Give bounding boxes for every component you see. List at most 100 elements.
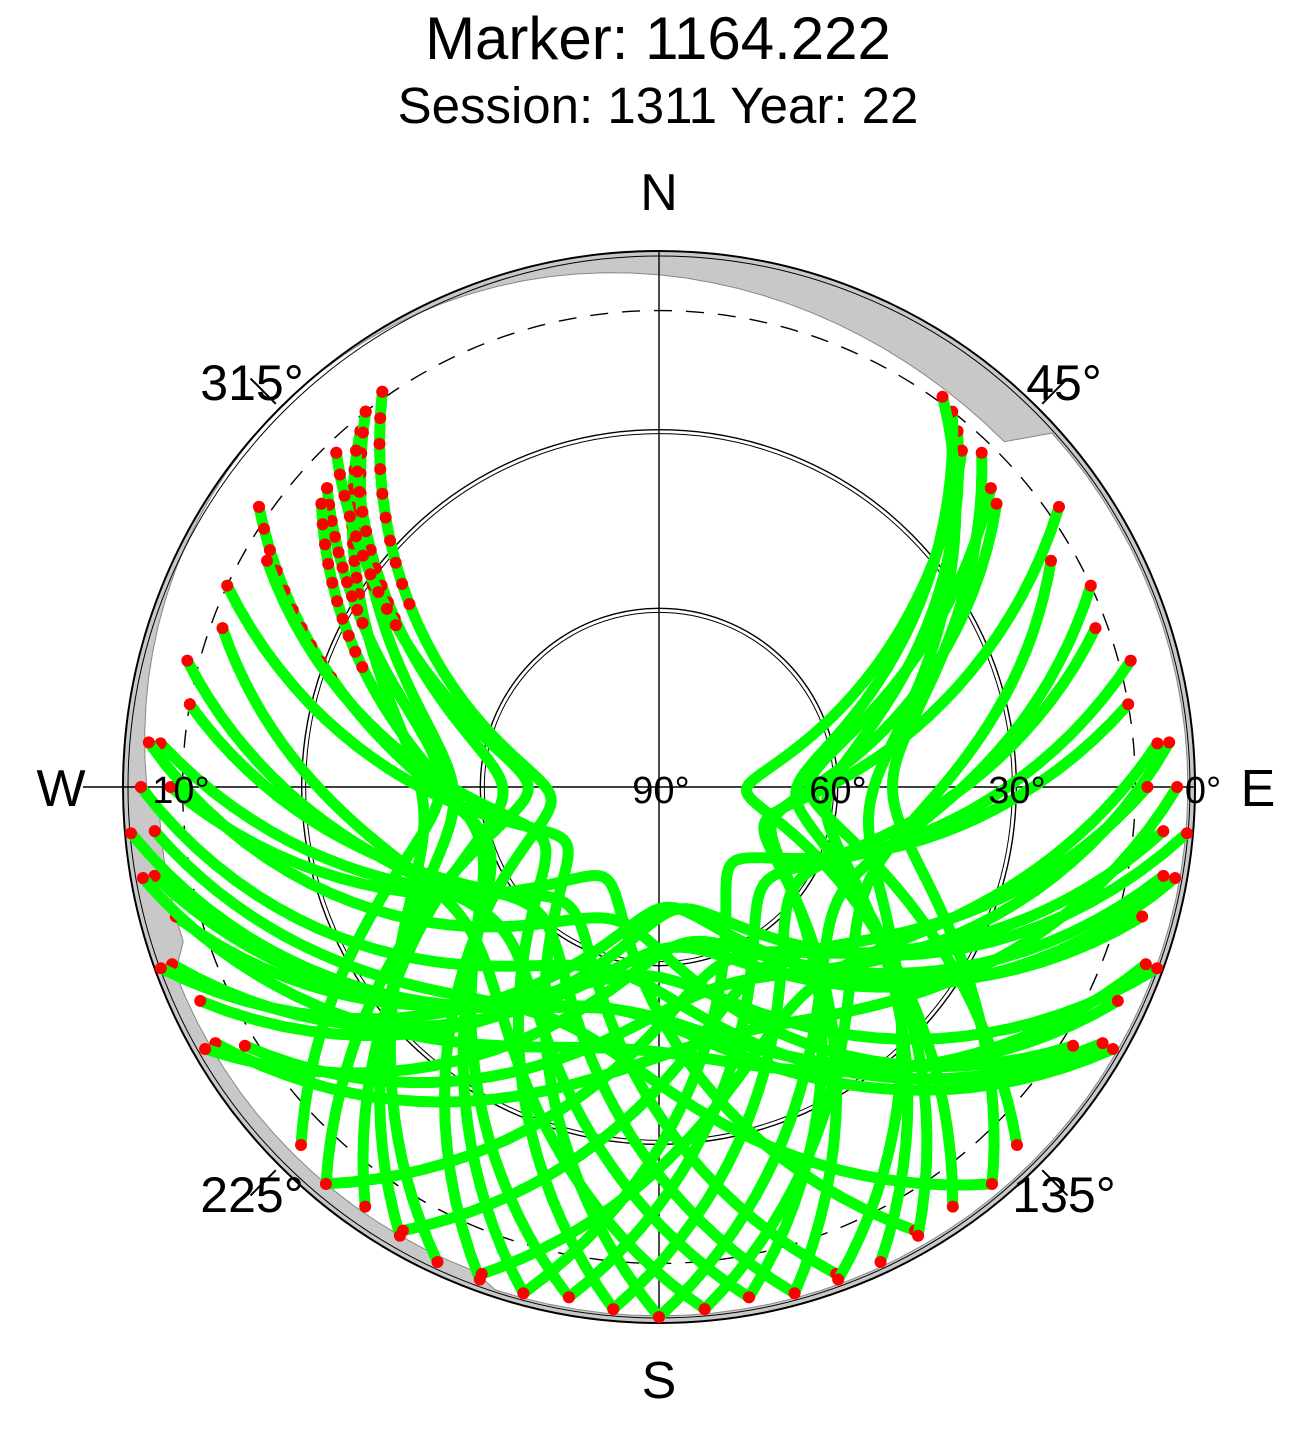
- masked-point-19-0: [194, 994, 207, 1007]
- south-label: S: [642, 1352, 677, 1410]
- masked-point-11-0: [181, 654, 194, 667]
- chart-subtitle: Session: 1311 Year: 22: [397, 77, 919, 134]
- masked-point-42-0: [1096, 1037, 1109, 1050]
- masked-point-40-0: [1139, 958, 1152, 971]
- azimuth-tick-135: [1041, 1169, 1069, 1197]
- west-label: W: [36, 760, 85, 818]
- azimuth-label-135: 135°: [1012, 1167, 1115, 1223]
- satellite-track-37: [320, 825, 1169, 1190]
- masked-segment-point-5-4: [332, 546, 345, 559]
- masked-segment-point-1-1: [356, 426, 369, 439]
- satellite-tracks: [125, 385, 1193, 1323]
- masked-segment-point-4-3: [374, 463, 387, 476]
- masked-segment-point-6-7: [342, 629, 355, 642]
- elevation-label-10: 10°: [152, 770, 209, 812]
- masked-segment-point-7-1: [258, 522, 270, 535]
- masked-point-39-1: [154, 962, 167, 975]
- masked-point-23-1: [912, 1229, 925, 1242]
- masked-segment-point-5-7: [346, 590, 358, 603]
- masked-point-34-1: [517, 1287, 530, 1300]
- masked-segment-point-3-8: [380, 602, 393, 615]
- masked-segment-point-3-0: [330, 446, 343, 459]
- satellite-track-38: [199, 870, 1169, 1079]
- masked-point-25-1: [986, 1177, 998, 1190]
- masked-point-24-0: [955, 444, 968, 457]
- masked-segment-point-6-8: [349, 645, 362, 658]
- masked-point-31-1: [653, 1311, 665, 1323]
- masked-segment-point-6-6: [336, 612, 349, 625]
- masked-point-28-0: [990, 497, 1003, 510]
- elevation-label-60: 60°: [809, 770, 866, 812]
- masked-point-29-1: [788, 1287, 801, 1300]
- azimuth-tick-225: [249, 1169, 277, 1197]
- masked-segment-point-2-1: [351, 465, 364, 478]
- satellite-track-12: [184, 698, 801, 1299]
- masked-point-35-1: [475, 1267, 488, 1280]
- masked-segment-point-4-0: [376, 385, 389, 398]
- chart-title: Marker: 1164.222: [425, 5, 891, 72]
- satellite-track-35: [476, 737, 1163, 1280]
- masked-point-17-1: [1151, 962, 1164, 975]
- masked-segment-point-5-2: [325, 515, 338, 527]
- masked-point-25-0: [975, 446, 988, 459]
- masked-point-41-1: [125, 827, 137, 840]
- masked-point-10-0: [216, 622, 229, 635]
- masked-point-21-0: [238, 1039, 251, 1052]
- masked-segment-point-2-3: [356, 505, 369, 518]
- elevation-label-90: 90°: [632, 770, 689, 812]
- masked-segment-point-5-8: [351, 603, 364, 616]
- satellite-track-36: [397, 781, 1153, 1237]
- masked-segment-point-1-0: [359, 405, 372, 418]
- satellite-track-3: [320, 447, 534, 1190]
- azimuth-label-45: 45°: [1026, 355, 1102, 411]
- masked-segment-point-0-8: [350, 571, 363, 584]
- satellite-track-32: [607, 622, 1101, 1315]
- masked-point-21-1: [1163, 736, 1176, 749]
- masked-point-37-1: [320, 1177, 332, 1190]
- satellite-track-30: [699, 555, 1057, 1315]
- masked-segment-point-6-4: [326, 576, 339, 589]
- masked-segment-point-5-9: [356, 617, 369, 629]
- masked-point-19-1: [1181, 827, 1193, 840]
- masked-point-30-0: [1045, 554, 1057, 567]
- azimuth-tick-45: [1041, 377, 1069, 405]
- masked-point-36-0: [1141, 781, 1154, 793]
- masked-segment-point-4-1: [374, 412, 387, 425]
- masked-segment-point-4-7: [389, 556, 402, 569]
- north-label: N: [640, 164, 678, 222]
- masked-point-43-0: [1067, 1039, 1080, 1052]
- masked-point-20-1: [1171, 781, 1184, 793]
- satellite-track-4: [373, 386, 557, 1285]
- masked-segment-point-5-5: [336, 561, 349, 574]
- masked-segment-point-6-3: [322, 557, 335, 570]
- masked-point-39-0: [1136, 910, 1149, 923]
- masked-segment-point-3-9: [389, 619, 402, 632]
- masked-point-27-0: [984, 482, 997, 495]
- masked-point-28-1: [743, 1291, 755, 1304]
- masked-point-26-1: [832, 1273, 845, 1286]
- masked-segment-point-3-3: [343, 510, 356, 523]
- masked-point-33-0: [1124, 654, 1137, 667]
- masked-segment-point-5-3: [328, 530, 341, 543]
- masked-point-16-1: [1106, 1043, 1119, 1055]
- masked-point-9-0: [221, 579, 234, 592]
- masked-point-8-0: [261, 554, 273, 567]
- masked-segment-point-2-0: [350, 444, 363, 457]
- masked-point-34-0: [1122, 698, 1135, 711]
- masked-segment-point-6-2: [319, 538, 331, 551]
- masked-point-30-1: [698, 1303, 711, 1316]
- satellite-track-34: [517, 698, 1134, 1299]
- masked-point-32-1: [607, 1303, 620, 1316]
- axis-labels: N S W E 45° 135° 225° 315° 0° 10° 30° 60…: [36, 164, 1275, 1410]
- masked-segment-point-4-6: [384, 534, 397, 547]
- masked-point-16-0: [148, 869, 161, 882]
- masked-segment-point-6-0: [315, 497, 328, 510]
- masked-point-22-1: [874, 1256, 887, 1268]
- masked-point-14-0: [164, 781, 177, 793]
- masked-segment-point-4-9: [403, 598, 416, 610]
- masked-segment-point-7-0: [253, 500, 265, 513]
- masked-segment-point-3-7: [372, 586, 385, 598]
- masked-segment-point-4-4: [376, 487, 389, 500]
- masked-point-31-0: [1084, 579, 1097, 592]
